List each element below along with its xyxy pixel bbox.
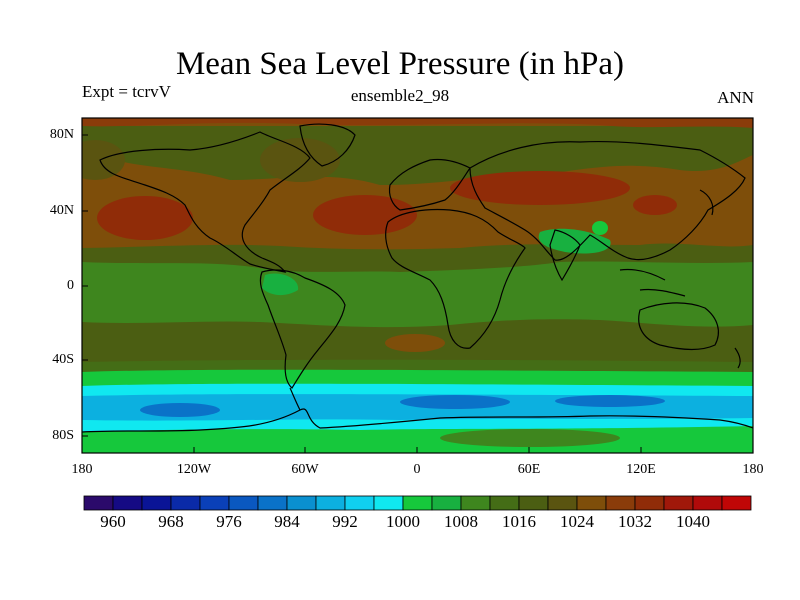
x-tick-label: 60W	[291, 462, 319, 477]
colorbar-swatch	[257, 495, 288, 511]
colorbar-swatch	[83, 495, 114, 511]
colorbar-swatch	[634, 495, 665, 511]
ensemble-label: ensemble2_98	[350, 86, 450, 105]
pressure-field	[82, 118, 753, 453]
y-tick-label: 80S	[52, 428, 74, 443]
colorbar-swatch	[228, 495, 259, 511]
colorbar-label: 1016	[502, 512, 536, 531]
y-tick-label: 40N	[49, 203, 74, 218]
colorbar-swatch	[141, 495, 172, 511]
experiment-label: Expt = tcrvV	[82, 82, 171, 101]
colorbar-swatch	[112, 495, 143, 511]
colorbar-label: 992	[332, 512, 358, 531]
colorbar-swatch	[576, 495, 607, 511]
y-tick-label: 80N	[49, 127, 74, 142]
colorbar-label: 1024	[560, 512, 594, 531]
x-tick-label: 120E	[626, 462, 656, 477]
colorbar-swatch	[605, 495, 636, 511]
colorbar-swatch	[344, 495, 375, 511]
coastlines	[82, 123, 753, 433]
colorbar-label: 1032	[618, 512, 652, 531]
y-tick-label: 0	[67, 278, 74, 293]
colorbar-label: 976	[216, 512, 242, 531]
colorbar-label: 1000	[386, 512, 420, 531]
colorbar-swatch	[315, 495, 346, 511]
map-title: Mean Sea Level Pressure (in hPa)	[175, 46, 625, 82]
colorbar-swatch	[692, 495, 723, 511]
colorbar-swatch	[199, 495, 230, 511]
axis-ticks	[81, 134, 754, 453]
colorbar-label: 968	[158, 512, 184, 531]
colorbar-swatch	[373, 495, 404, 511]
x-tick-label: 0	[413, 462, 421, 477]
colorbar-swatch	[721, 495, 752, 511]
colorbar-label: 960	[100, 512, 126, 531]
colorbar	[83, 495, 752, 511]
colorbar-swatch	[489, 495, 520, 511]
colorbar-swatch	[518, 495, 549, 511]
y-tick-label: 40S	[52, 352, 74, 367]
colorbar-swatch	[170, 495, 201, 511]
season-label: ANN	[717, 88, 754, 107]
colorbar-label: 1040	[676, 512, 710, 531]
colorbar-swatch	[547, 495, 578, 511]
colorbar-swatch	[431, 495, 462, 511]
colorbar-label: 1008	[444, 512, 478, 531]
colorbar-swatch	[460, 495, 491, 511]
colorbar-swatch	[402, 495, 433, 511]
x-tick-label: 180	[71, 462, 93, 477]
colorbar-swatch	[663, 495, 694, 511]
x-tick-label: 60E	[517, 462, 541, 477]
x-tick-label: 120W	[176, 462, 212, 477]
colorbar-swatch	[286, 495, 317, 511]
colorbar-label: 984	[274, 512, 300, 531]
x-tick-label: 180	[742, 462, 764, 477]
